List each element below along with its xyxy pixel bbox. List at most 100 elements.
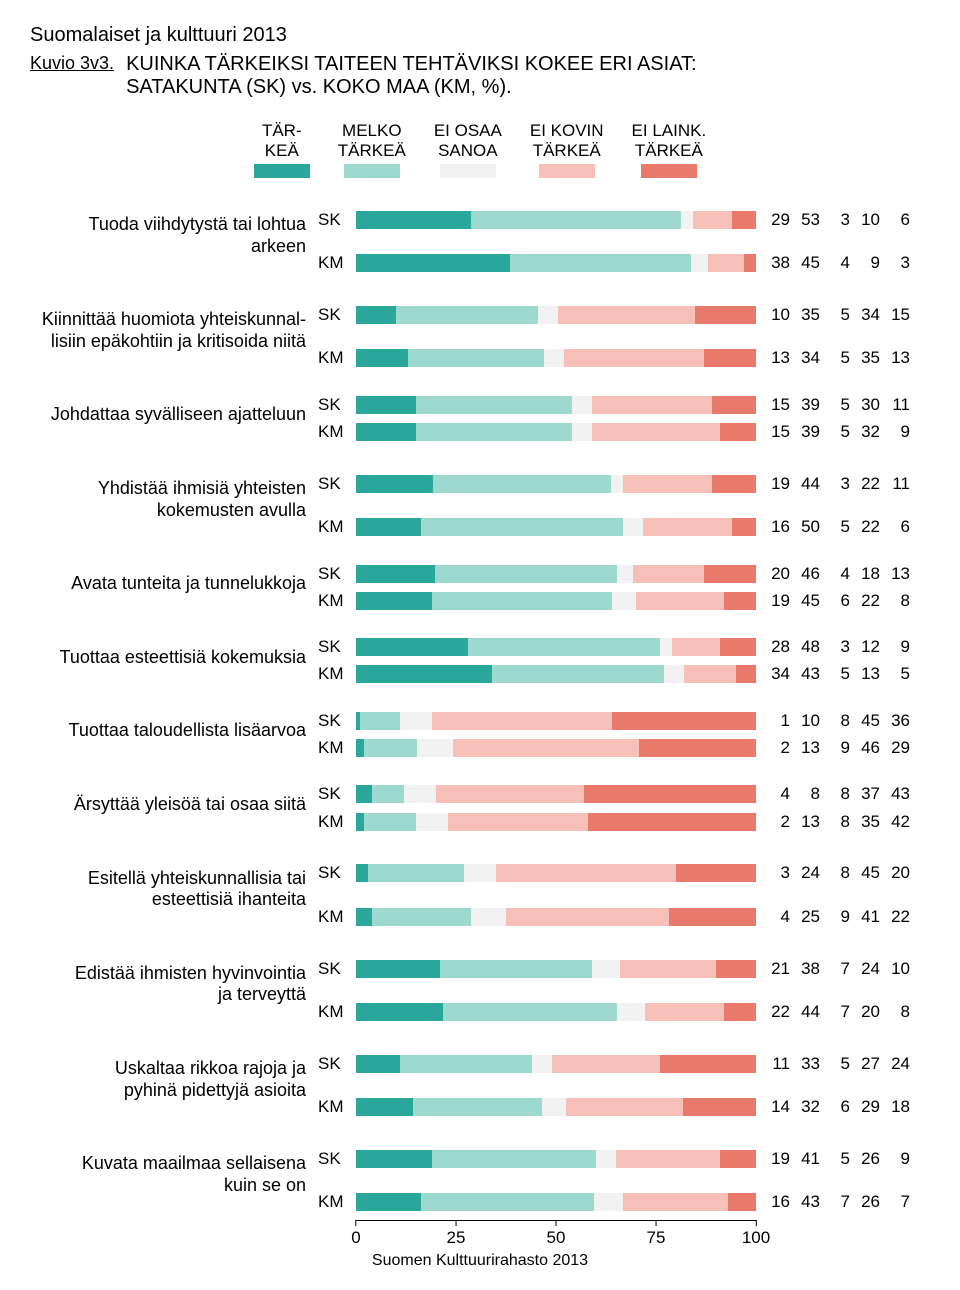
value-cell: 5 <box>822 348 852 368</box>
value-row: 34435135 <box>762 664 912 684</box>
value-cell: 29 <box>762 210 792 230</box>
series-label-sk: SK <box>316 564 350 584</box>
bar-segment <box>356 592 432 610</box>
legend-item: EI OSAA SANOA <box>434 121 502 178</box>
item-label: Tuoda viihdytystä tai lohtua arkeen <box>30 214 310 257</box>
value-cell: 7 <box>822 1002 852 1022</box>
x-tick-mark <box>555 1220 556 1226</box>
value-cell: 10 <box>762 305 792 325</box>
bar-segment <box>584 785 756 803</box>
bar-segment <box>596 1150 616 1168</box>
bar-segment <box>639 739 756 757</box>
bar-segment <box>416 813 448 831</box>
bar-segment <box>660 1055 756 1073</box>
stacked-bar <box>356 1150 756 1168</box>
bar-segment <box>356 423 416 441</box>
chart-item: Yhdistää ihmisiä yhteisten kokemusten av… <box>30 468 930 511</box>
value-cell: 45 <box>852 711 882 731</box>
chart-item: Kiinnittää huomiota yhteiskunnal- lisiin… <box>30 299 930 342</box>
value-cell: 44 <box>792 1002 822 1022</box>
series-label-km: KM <box>316 517 350 537</box>
chart-title-wrap: KUINKA TÄRKEIKSI TAITEEN TEHTÄVIKSI KOKE… <box>126 53 697 99</box>
bar-segment <box>572 396 592 414</box>
item-label: Tuottaa taloudellista lisäarvoa <box>30 720 310 742</box>
value-cell: 7 <box>882 1192 912 1212</box>
bar-segment <box>356 518 421 536</box>
value-cell: 8 <box>882 591 912 611</box>
value-row: 15395329 <box>762 422 912 442</box>
item-label: Edistää ihmisten hyvinvointia ja terveyt… <box>30 963 310 1006</box>
legend-swatch <box>344 164 400 178</box>
x-tick-label: 50 <box>547 1228 566 1248</box>
stacked-bar <box>356 396 756 414</box>
bar-segment <box>572 423 592 441</box>
legend-item: MELKO TÄRKEÄ <box>338 121 406 178</box>
value-row: 21394629 <box>762 738 912 758</box>
value-cell: 22 <box>852 474 882 494</box>
value-cell: 46 <box>852 738 882 758</box>
bar-segment <box>496 864 676 882</box>
bar-segment <box>693 211 733 229</box>
bar-segment <box>660 638 672 656</box>
bar-segment <box>356 254 510 272</box>
x-tick-mark <box>756 1220 757 1226</box>
value-cell: 13 <box>762 348 792 368</box>
value-cell: 20 <box>882 863 912 883</box>
figure-number: Kuvio 3v3. <box>30 53 114 74</box>
value-cell: 22 <box>852 591 882 611</box>
value-cell: 6 <box>822 591 852 611</box>
bar-segment <box>544 349 564 367</box>
legend-swatch <box>440 164 496 178</box>
bar-segment <box>724 592 756 610</box>
bar-segment <box>360 712 400 730</box>
value-row: 22447208 <box>762 1002 912 1022</box>
bar-segment <box>471 211 681 229</box>
stacked-bar <box>356 1055 756 1073</box>
series-label-sk: SK <box>316 210 350 230</box>
bar-segment <box>736 665 756 683</box>
chart-item: Kuvata maailmaa sellaisena kuin se onSK1… <box>30 1143 930 1186</box>
value-cell: 24 <box>792 863 822 883</box>
bar-segment <box>623 1193 728 1211</box>
bar-segment <box>416 423 572 441</box>
header-row: Kuvio 3v3. KUINKA TÄRKEIKSI TAITEEN TEHT… <box>30 53 930 99</box>
stacked-bar <box>356 665 756 683</box>
bar-segment <box>506 908 668 926</box>
legend-swatch <box>641 164 697 178</box>
value-cell: 27 <box>852 1054 882 1074</box>
value-cell: 44 <box>792 474 822 494</box>
bar-segment <box>364 739 417 757</box>
chart-item: Edistää ihmisten hyvinvointia ja terveyt… <box>30 953 930 996</box>
series-label-sk: SK <box>316 784 350 804</box>
value-cell: 7 <box>822 959 852 979</box>
value-cell: 20 <box>852 1002 882 1022</box>
chart-body: Tuoda viihdytystä tai lohtua arkeenSK295… <box>30 204 930 1212</box>
value-cell: 45 <box>792 253 822 273</box>
x-tick: 100 <box>742 1220 770 1248</box>
bar-segment <box>594 1193 622 1211</box>
value-cell: 15 <box>762 395 792 415</box>
bar-segment <box>356 908 372 926</box>
value-cell: 32 <box>792 1097 822 1117</box>
bar-segment <box>471 908 507 926</box>
bar-segment <box>720 423 756 441</box>
value-row: 19456228 <box>762 591 912 611</box>
value-cell: 39 <box>792 422 822 442</box>
x-axis: 0255075100 <box>356 1220 756 1250</box>
bar-segment <box>704 349 756 367</box>
value-cell: 9 <box>882 422 912 442</box>
value-cell: 8 <box>822 784 852 804</box>
bar-segment <box>421 518 623 536</box>
value-row: 19415269 <box>762 1149 912 1169</box>
series-label-km: KM <box>316 348 350 368</box>
value-cell: 35 <box>852 812 882 832</box>
bar-segment <box>400 712 432 730</box>
value-cell: 50 <box>792 517 822 537</box>
value-cell: 19 <box>762 1149 792 1169</box>
value-cell: 53 <box>792 210 822 230</box>
value-cell: 33 <box>792 1054 822 1074</box>
value-cell: 48 <box>792 637 822 657</box>
x-tick: 0 <box>351 1220 360 1248</box>
value-cell: 3 <box>822 210 852 230</box>
bar-segment <box>356 785 372 803</box>
